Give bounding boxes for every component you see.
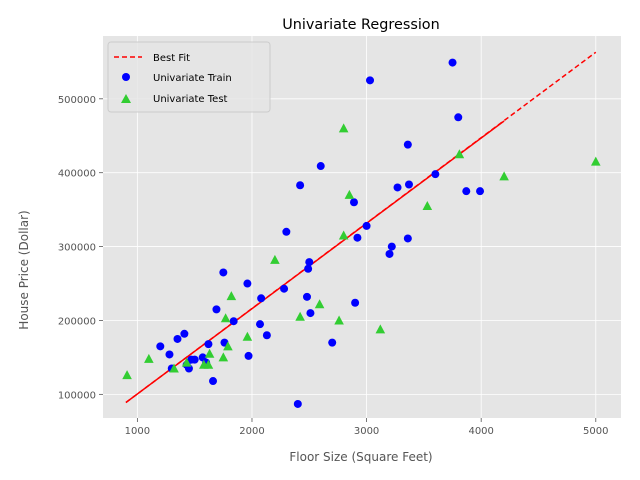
best-fit-line xyxy=(125,51,597,404)
train-point xyxy=(180,329,189,338)
y-tick-label: 200000 xyxy=(58,316,96,327)
test-point xyxy=(242,331,253,341)
test-point xyxy=(454,149,465,159)
x-axis-ticks: 1000 2000 3000 4000 5000 xyxy=(125,418,609,437)
train-point xyxy=(305,258,314,267)
train-point xyxy=(262,331,271,340)
test-point xyxy=(590,156,601,166)
test-point xyxy=(499,171,509,181)
train-point xyxy=(302,292,311,301)
data-points xyxy=(122,58,601,408)
legend: Best Fit Univariate Train Univariate Tes… xyxy=(107,41,271,113)
train-point xyxy=(243,279,252,288)
y-tick-label: 500000 xyxy=(58,95,96,106)
test-point xyxy=(169,363,179,373)
train-point xyxy=(328,338,337,347)
train-point xyxy=(462,187,471,196)
test-point xyxy=(422,200,433,210)
train-point xyxy=(353,233,362,242)
test-point xyxy=(203,359,214,369)
train-point xyxy=(306,309,315,318)
test-point xyxy=(220,313,231,323)
y-tick-label: 100000 xyxy=(58,390,96,401)
train-point xyxy=(448,58,457,67)
train-point xyxy=(282,227,291,236)
legend-train-label: Univariate Train xyxy=(153,73,232,84)
y-tick-label: 400000 xyxy=(58,169,96,180)
x-tick-label: 3000 xyxy=(354,426,379,437)
legend-best-fit-label: Best Fit xyxy=(153,53,190,64)
test-point xyxy=(144,353,154,363)
train-point xyxy=(476,187,485,196)
x-tick-label: 2000 xyxy=(239,426,264,437)
test-point xyxy=(314,299,325,309)
train-point xyxy=(296,181,305,190)
train-point xyxy=(212,305,221,314)
y-tick-label: 300000 xyxy=(58,243,96,254)
x-tick-label: 5000 xyxy=(583,426,608,437)
train-point xyxy=(280,284,289,293)
train-point xyxy=(387,242,396,251)
legend-test-label: Univariate Test xyxy=(153,94,228,105)
train-point xyxy=(190,355,199,364)
train-point xyxy=(229,317,238,326)
y-axis-label: House Price (Dollar) xyxy=(17,210,31,329)
best-fit-lines xyxy=(125,51,597,404)
test-point xyxy=(226,291,237,301)
train-point xyxy=(244,351,253,360)
test-point xyxy=(295,311,305,321)
test-point xyxy=(338,230,349,240)
train-point xyxy=(165,350,174,359)
train-point xyxy=(209,377,218,386)
train-point xyxy=(316,162,325,171)
train-point xyxy=(257,294,266,303)
train-point xyxy=(156,342,165,351)
test-point xyxy=(122,370,132,380)
train-point xyxy=(404,180,413,189)
chart-title: Univariate Regression xyxy=(282,17,440,33)
train-point xyxy=(349,198,358,207)
x-tick-label: 1000 xyxy=(125,426,150,437)
test-point xyxy=(204,348,215,358)
x-tick-label: 4000 xyxy=(468,426,493,437)
train-point xyxy=(173,334,182,343)
train-point xyxy=(293,399,302,408)
test-point xyxy=(344,189,355,199)
train-point xyxy=(219,268,228,277)
y-axis-ticks: 100000 200000 300000 400000 500000 xyxy=(58,95,103,401)
train-point xyxy=(351,298,360,307)
train-point xyxy=(385,249,394,258)
train-point xyxy=(362,221,371,230)
train-point xyxy=(403,234,412,243)
test-point xyxy=(375,324,386,334)
train-point xyxy=(304,264,313,273)
train-point xyxy=(403,140,412,149)
legend-box xyxy=(107,41,271,113)
test-point xyxy=(270,254,280,264)
train-point xyxy=(431,170,440,179)
train-point xyxy=(204,340,213,349)
train-point xyxy=(393,183,402,192)
train-point xyxy=(366,76,375,85)
train-point xyxy=(256,320,265,329)
test-point xyxy=(223,341,233,351)
test-point xyxy=(218,352,229,362)
legend-test-swatch xyxy=(121,94,131,103)
test-point xyxy=(338,123,349,133)
test-point xyxy=(334,315,344,325)
x-axis-label: Floor Size (Square Feet) xyxy=(289,450,432,464)
train-point xyxy=(454,113,463,122)
test-point xyxy=(181,357,192,367)
legend-train-swatch xyxy=(122,73,130,81)
